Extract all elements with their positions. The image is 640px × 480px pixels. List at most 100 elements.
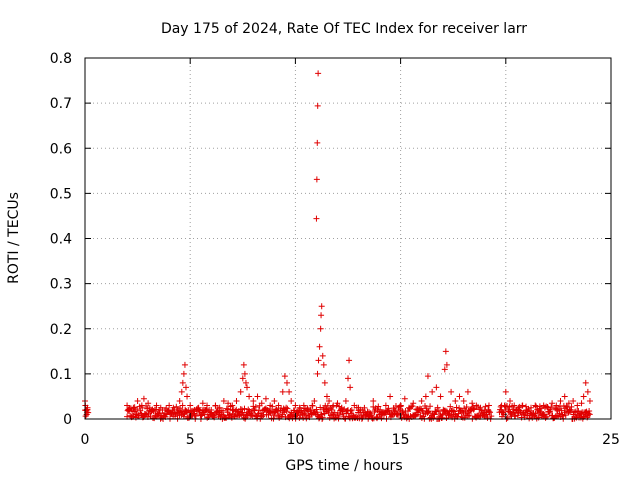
data-point: [348, 407, 355, 414]
data-point: [330, 402, 337, 409]
data-point: [126, 406, 133, 413]
x-tick-label: 25: [602, 432, 620, 448]
data-point: [284, 405, 291, 412]
data-point: [556, 410, 563, 417]
data-point: [511, 413, 518, 420]
data-point: [130, 404, 137, 411]
y-tick-label: 0.8: [50, 51, 72, 67]
data-point: [461, 414, 468, 421]
data-point: [464, 388, 471, 395]
data-point: [317, 325, 324, 332]
data-point: [223, 405, 230, 412]
data-point: [233, 397, 240, 404]
data-point: [370, 397, 377, 404]
data-point: [138, 402, 145, 409]
data-point: [439, 411, 446, 418]
data-point: [359, 406, 366, 413]
data-point: [313, 406, 320, 413]
data-point: [437, 393, 444, 400]
axis-ticks: [84, 57, 612, 420]
data-point: [562, 412, 569, 419]
data-point: [535, 414, 542, 421]
data-point: [391, 406, 398, 413]
data-point: [292, 402, 299, 409]
data-point: [433, 384, 440, 391]
data-point: [511, 402, 518, 409]
data-point: [347, 408, 354, 415]
data-point: [315, 70, 322, 77]
data-point: [461, 405, 468, 412]
x-tick-label: 15: [392, 432, 410, 448]
data-point: [229, 407, 236, 414]
data-point: [443, 415, 450, 422]
data-point: [482, 403, 489, 410]
data-point: [191, 406, 198, 413]
data-point: [584, 388, 591, 395]
data-point: [199, 400, 206, 407]
data-point: [283, 379, 290, 386]
data-point: [220, 397, 227, 404]
data-point: [453, 404, 460, 411]
data-point: [342, 397, 349, 404]
data-point: [429, 388, 436, 395]
data-point: [145, 400, 152, 407]
data-point: [374, 406, 381, 413]
x-axis-label: GPS time / hours: [285, 458, 402, 474]
data-point: [180, 370, 187, 377]
data-point: [410, 400, 417, 407]
data-point: [555, 406, 562, 413]
data-point: [447, 403, 454, 410]
data-point: [283, 408, 290, 415]
data-point: [283, 404, 290, 411]
data-point: [204, 402, 211, 409]
data-point: [242, 379, 249, 386]
data-point: [460, 397, 467, 404]
data-point: [313, 215, 320, 222]
data-point: [168, 409, 175, 416]
data-point: [487, 409, 494, 416]
data-point: [182, 384, 189, 391]
data-point: [313, 176, 320, 183]
data-point: [271, 412, 278, 419]
data-point: [225, 406, 232, 413]
data-point: [382, 402, 389, 409]
data-point: [281, 373, 288, 380]
data-point: [544, 404, 551, 411]
data-point: [131, 408, 138, 415]
data-point: [166, 402, 173, 409]
data-point: [504, 403, 511, 410]
data-point: [192, 412, 199, 419]
data-point: [153, 402, 160, 409]
data-point: [456, 393, 463, 400]
data-point: [320, 361, 327, 368]
data-point: [412, 412, 419, 419]
data-point: [240, 361, 247, 368]
data-point: [241, 370, 248, 377]
data-point: [523, 406, 530, 413]
data-point: [244, 384, 251, 391]
data-point: [250, 397, 257, 404]
data-point: [134, 406, 141, 413]
data-point: [578, 400, 585, 407]
data-point: [124, 402, 131, 409]
data-point: [300, 402, 307, 409]
data-point: [448, 388, 455, 395]
data-point: [586, 407, 593, 414]
data-point: [519, 402, 526, 409]
data-point: [401, 395, 408, 402]
data-point: [502, 388, 509, 395]
data-point: [359, 414, 366, 421]
data-point: [201, 411, 208, 418]
data-point: [366, 409, 373, 416]
data-point: [418, 397, 425, 404]
data-point: [424, 373, 431, 380]
data-point: [204, 414, 211, 421]
data-point: [149, 406, 156, 413]
data-point: [179, 379, 186, 386]
data-point: [345, 375, 351, 382]
data-point: [334, 400, 341, 407]
y-tick-label: 0.2: [50, 322, 72, 338]
data-point: [414, 406, 421, 413]
data-point: [291, 407, 298, 414]
data-point: [455, 410, 462, 417]
